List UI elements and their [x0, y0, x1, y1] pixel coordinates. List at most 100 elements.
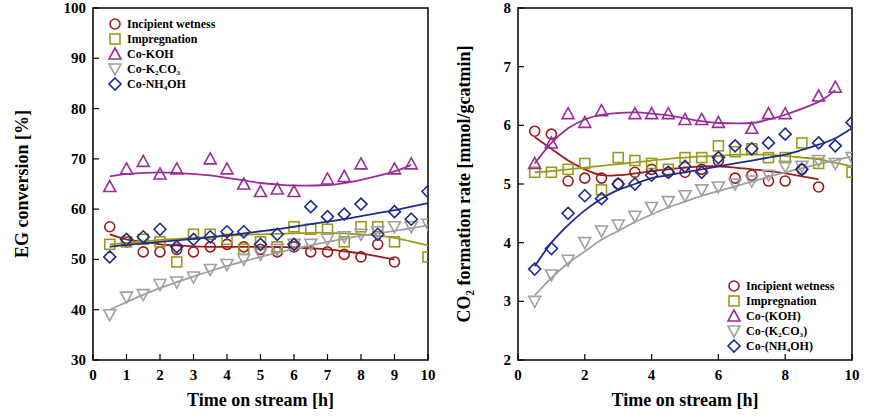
legend-label: Incipient wetness [746, 279, 835, 293]
data-point [204, 264, 216, 275]
data-point [712, 152, 724, 164]
y-tick-label: 70 [71, 151, 86, 167]
data-point [305, 201, 317, 213]
legend-marker [109, 48, 121, 59]
data-point [630, 156, 640, 166]
data-point [813, 156, 825, 167]
y-tick [518, 7, 524, 8]
chart: 01234567891030405060708090100Time on str… [12, 0, 436, 410]
data-point [580, 158, 590, 168]
data-point [529, 263, 541, 275]
data-point [662, 166, 674, 178]
data-point [763, 108, 775, 119]
data-point [563, 176, 573, 186]
x-tick-label: 3 [190, 367, 198, 383]
y-tick-label: 100 [64, 0, 87, 16]
trend-line [110, 203, 428, 247]
data-point [204, 153, 216, 164]
data-point [238, 254, 250, 265]
figure: 01234567891030405060708090100Time on str… [0, 0, 883, 420]
legend-marker [109, 78, 121, 90]
data-point [846, 153, 852, 164]
data-point [662, 108, 674, 119]
x-tick [517, 354, 518, 360]
data-point [104, 251, 116, 263]
data-point [629, 178, 641, 190]
legend-marker [728, 310, 740, 321]
data-point [137, 155, 149, 166]
data-point [171, 241, 183, 253]
legend-label: Co-K₂CO₃ [127, 62, 181, 76]
x-tick [92, 354, 93, 360]
data-point [814, 182, 824, 192]
legend-marker [728, 340, 740, 352]
data-point [405, 222, 417, 233]
data-point [338, 208, 350, 220]
y-tick [93, 309, 99, 310]
data-point [423, 252, 428, 262]
y-tick-label: 30 [71, 352, 86, 368]
y-tick [518, 301, 524, 302]
data-point [579, 116, 591, 127]
plot-frame [93, 8, 428, 360]
y-tick [93, 259, 99, 260]
y-tick-label: 6 [504, 117, 512, 133]
data-point [288, 186, 300, 197]
legend-marker [110, 34, 120, 44]
data-point [154, 280, 166, 291]
data-point [121, 233, 133, 245]
data-point [405, 158, 417, 169]
data-point [562, 207, 574, 219]
data-point [171, 163, 183, 174]
data-point [121, 163, 133, 174]
x-tick [785, 354, 786, 360]
y-tick-label: 40 [71, 302, 86, 318]
data-point [271, 228, 283, 240]
data-point [238, 226, 250, 238]
legend-label: Co-(KOH) [746, 309, 801, 323]
data-point [355, 158, 367, 169]
x-tick [394, 354, 395, 360]
data-point [372, 228, 384, 240]
data-point [829, 158, 841, 169]
x-tick [327, 354, 328, 360]
y-tick [518, 183, 524, 184]
data-point [545, 137, 557, 148]
data-point [580, 173, 590, 183]
data-point [137, 231, 149, 243]
x-tick [360, 354, 361, 360]
y-tick [93, 209, 99, 210]
data-point [747, 144, 757, 154]
data-point [171, 277, 183, 288]
data-point [255, 238, 267, 250]
data-point [322, 211, 334, 223]
x-tick [293, 354, 294, 360]
x-tick [427, 354, 428, 360]
legend-marker [729, 296, 739, 306]
data-point [221, 226, 233, 238]
chart: 02468102345678Time on stream [h]CO₂ form… [454, 0, 860, 410]
data-point [338, 232, 350, 243]
legend-marker [728, 326, 740, 337]
x-tick [584, 354, 585, 360]
data-point [662, 197, 674, 208]
data-point [630, 167, 640, 177]
data-point [696, 113, 708, 124]
data-point [712, 116, 724, 127]
data-point [271, 244, 283, 255]
data-point [239, 242, 249, 252]
data-point [647, 158, 657, 168]
x-tick [718, 354, 719, 360]
y-tick-label: 5 [504, 176, 512, 192]
x-tick-label: 1 [123, 367, 131, 383]
data-point [238, 178, 250, 189]
x-tick [226, 354, 227, 360]
legend: Incipient wetnessImpregnationCo-KOHCo-K₂… [109, 17, 216, 91]
data-point [713, 141, 723, 151]
legend-marker [109, 64, 121, 75]
data-point [339, 249, 349, 259]
trend-line [535, 128, 852, 266]
x-tick-label: 4 [648, 367, 656, 383]
data-point [422, 186, 428, 198]
data-point [172, 257, 182, 267]
